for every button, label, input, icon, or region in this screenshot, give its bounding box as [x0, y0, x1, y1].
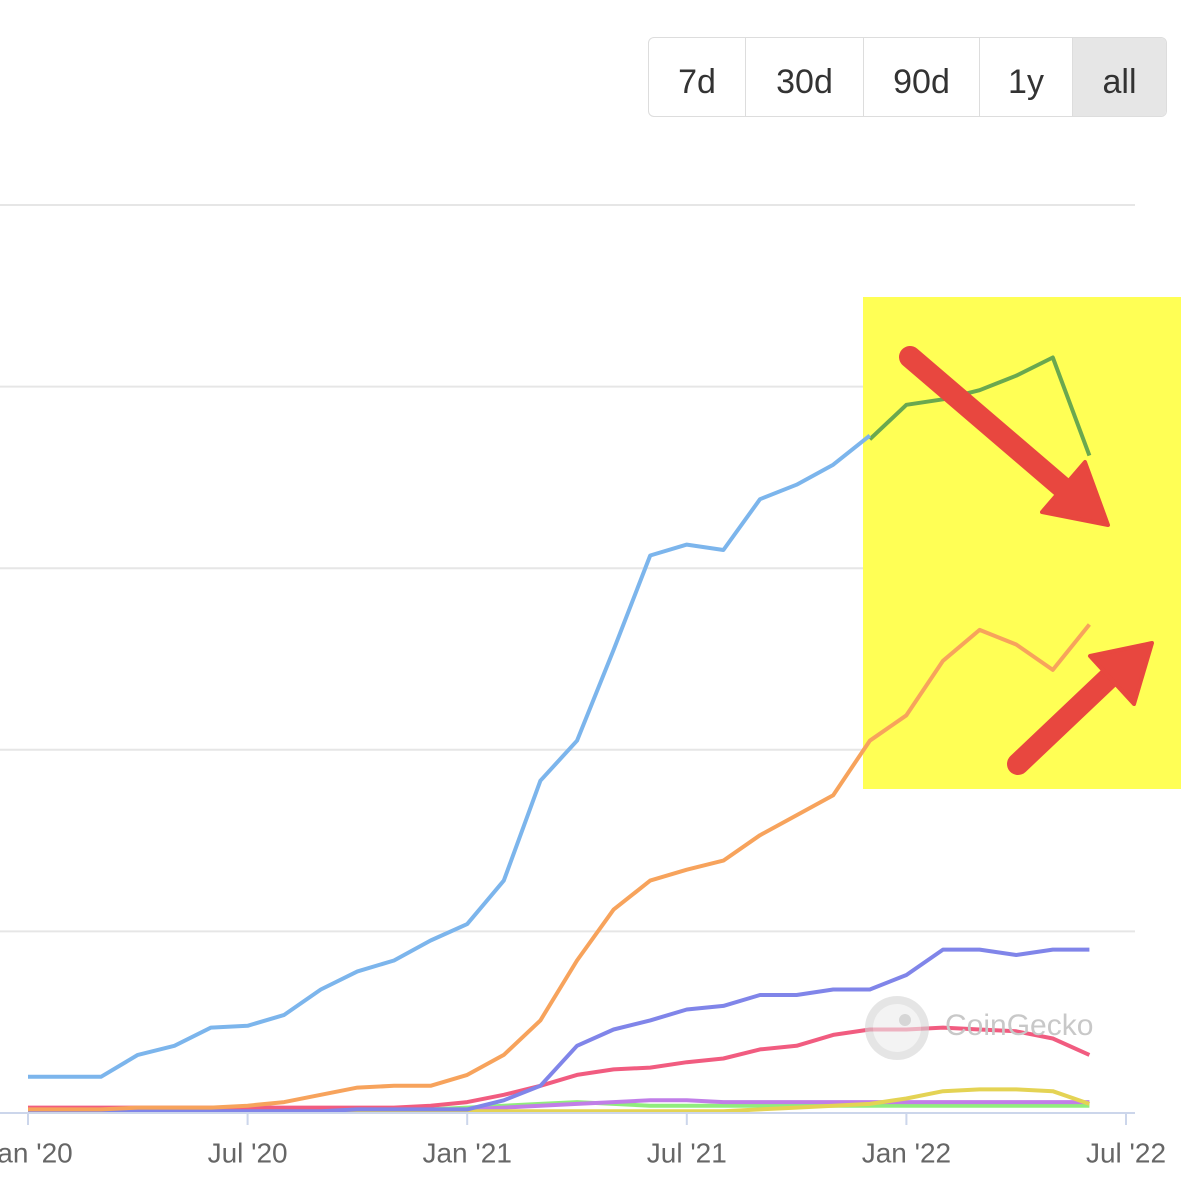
line	[868, 355, 1092, 457]
range-selector: 7d 30d 90d 1y all	[648, 37, 1167, 117]
lines	[28, 355, 1092, 1114]
line	[28, 623, 1091, 1112]
line	[467, 1098, 1090, 1112]
x-axis: Jan '20 Jul '20 Jan '21 Jul '21 Jan '22 Jul '…	[0, 1112, 1166, 1168]
watermark: CoinGecko	[945, 1009, 1093, 1042]
x-tick-label: Jul '22	[1086, 1137, 1166, 1168]
x-tick-label: Jul '21	[647, 1137, 727, 1168]
range-button[interactable]: 1y	[980, 38, 1073, 116]
line	[28, 434, 872, 1079]
x-tick-label: Jan '20	[0, 1137, 73, 1168]
arrow-head	[1088, 641, 1154, 706]
range-button[interactable]: 7d	[649, 38, 746, 116]
arrow-head	[1040, 460, 1110, 527]
arrow	[1007, 661, 1126, 775]
highlight	[863, 297, 1181, 789]
x-tick-label: Jul '20	[208, 1137, 288, 1168]
arrow	[899, 346, 1081, 505]
x-tick-label: Jan '22	[862, 1137, 951, 1168]
line	[28, 947, 1090, 1114]
watermark-logo	[865, 996, 929, 1060]
arrows	[899, 346, 1154, 775]
range-button[interactable]: 90d	[864, 38, 980, 116]
range-button[interactable]: all	[1073, 38, 1166, 116]
range-button[interactable]: 30d	[746, 38, 864, 116]
x-tick-label: Jan '21	[422, 1137, 511, 1168]
